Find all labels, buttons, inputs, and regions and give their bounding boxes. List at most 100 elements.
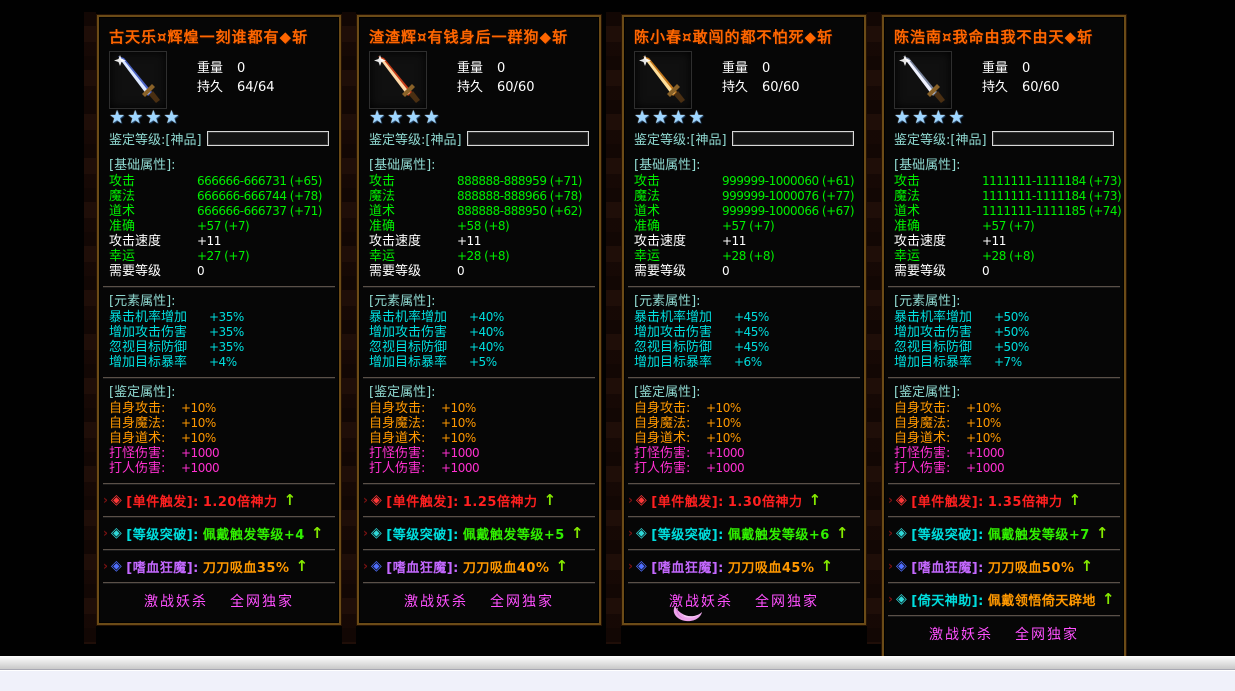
stat-value: +1000 (181, 446, 220, 460)
up-arrow-icon: ↑ (820, 557, 834, 575)
stat-row: 攻击速度 +11 (369, 234, 589, 249)
divider (628, 582, 860, 583)
stat-value: +10% (181, 401, 216, 415)
durability-label: 持久 (982, 80, 1009, 95)
identify-section-header: [鉴定属性]: (634, 385, 701, 400)
trigger-section: › ◈ [单件触发]: 1.25倍神力 ↑ › ◈ [等级突破]: 佩戴触发等级… (363, 483, 595, 583)
background-texture (867, 12, 881, 644)
trigger-value: 刀刀吸血45% (727, 560, 815, 576)
trigger-name: [嗜血狂魔]: (126, 560, 199, 576)
star-icon: ★ (912, 107, 929, 128)
grade-row: 鉴定等级:[神品] (369, 129, 589, 148)
promo-text-1: 激战妖杀 (929, 627, 993, 643)
stat-label: 自身攻击: (894, 401, 951, 416)
stat-value: +10% (441, 416, 476, 430)
stat-label: 需要等级 (894, 264, 947, 279)
stat-row: 准确 +58 (+8) (369, 219, 589, 234)
stat-label: 准确 (894, 219, 921, 234)
stat-row: 暴击机率增加 +45% (634, 310, 854, 325)
golden-blade-icon (639, 55, 685, 103)
stat-row: 攻击 1111111-1111184 (+73) (894, 174, 1122, 189)
durability-value: 60/60 (1022, 80, 1060, 95)
trigger-value: 1.20倍神力 (202, 494, 278, 510)
stat-value: +10% (441, 401, 476, 415)
base-stats-section: [基础属性]: 攻击 1111111-1111184 (+73) 魔法 1111… (894, 158, 1122, 279)
trigger-row: › ◈ [等级突破]: 佩戴触发等级+6 ↑ (628, 524, 854, 543)
stat-row: 自身魔法: +10% (634, 416, 854, 431)
item-tooltip-panel: 古天乐¤辉煌一刻谁都有◆斩 重量 0 持久 64/64 ★ ★ ★ ★ 鉴定等级:[神品] (96, 14, 342, 626)
stat-value: +7% (994, 355, 1022, 369)
up-arrow-icon: ↑ (283, 491, 297, 509)
stat-label: 攻击 (894, 174, 921, 189)
stat-label: 道术 (894, 204, 921, 219)
divider (888, 516, 1120, 517)
identify-stats-section: [鉴定属性]: 自身攻击: +10% 自身魔法: +10% 自身道术: +10%… (894, 385, 1114, 476)
stat-label: 攻击 (634, 174, 661, 189)
chevron-icon: › (103, 526, 109, 540)
chevron-icon: › (628, 526, 634, 540)
diamond-arrow-icon: ◈ (371, 558, 383, 574)
element-stats-section: [元素属性]: 暴击机率增加 +50% 增加攻击伤害 +50% 忽视目标防御 +… (894, 294, 1114, 370)
stat-row: 幸运 +28 (+8) (369, 249, 589, 264)
background-texture (342, 12, 356, 644)
stat-label: 魔法 (634, 189, 661, 204)
divider (363, 483, 595, 484)
stat-row: 忽视目标防御 +45% (634, 340, 854, 355)
stat-value: +28 (+8) (982, 249, 1035, 263)
grade-label: 鉴定等级:[神品] (634, 133, 727, 148)
star-icon: ★ (127, 107, 144, 128)
item-icon-slot[interactable] (369, 51, 427, 109)
star-rating: ★ ★ ★ ★ (894, 107, 1114, 128)
stat-label: 增加攻击伤害 (369, 325, 448, 340)
item-icon-slot[interactable] (634, 51, 692, 109)
stat-label: 自身攻击: (109, 401, 166, 416)
divider (888, 286, 1120, 287)
weight-label: 重量 (722, 61, 749, 76)
stat-label: 增加攻击伤害 (894, 325, 973, 340)
promo-text-1: 激战妖杀 (404, 594, 468, 610)
stat-value: 666666-666737 (+71) (197, 204, 322, 218)
divider (628, 286, 860, 287)
grade-progress-bar (991, 131, 1114, 146)
divider (888, 615, 1120, 616)
stat-label: 打怪伤害: (369, 446, 426, 461)
divider (103, 549, 335, 550)
stat-value: 1111111-1111184 (+73) (982, 174, 1122, 188)
durability-row: 持久 60/60 (982, 78, 1059, 97)
stat-row: 准确 +57 (+7) (894, 219, 1114, 234)
stat-row: 需要等级 0 (369, 264, 589, 279)
stat-value: +4% (209, 355, 237, 369)
stat-row: 自身道术: +10% (109, 431, 329, 446)
stat-label: 打人伤害: (369, 461, 426, 476)
stat-row: 自身道术: +10% (894, 431, 1114, 446)
stat-label: 幸运 (369, 249, 396, 264)
stat-label: 打人伤害: (109, 461, 166, 476)
trigger-name: [单件触发]: (651, 494, 724, 510)
item-icon-slot[interactable] (109, 51, 167, 109)
base-section-header: [基础属性]: (109, 158, 176, 173)
stat-row: 攻击速度 +11 (109, 234, 329, 249)
stat-row: 魔法 888888-888966 (+78) (369, 189, 589, 204)
stat-row: 攻击 999999-1000060 (+61) (634, 174, 855, 189)
stat-label: 幸运 (634, 249, 661, 264)
star-icon: ★ (423, 107, 440, 128)
diamond-arrow-icon: ◈ (636, 525, 648, 541)
stat-label: 自身道术: (369, 431, 426, 446)
item-header: 重量 0 持久 64/64 (109, 51, 329, 109)
promo-footer: 激战妖杀 全网独家 (369, 591, 589, 611)
weight-label: 重量 (982, 61, 1009, 76)
weight-label: 重量 (457, 61, 484, 76)
divider (363, 286, 595, 287)
stat-label: 忽视目标防御 (109, 340, 188, 355)
trigger-value: 佩戴触发等级+6 (727, 527, 830, 543)
trigger-row: › ◈ [嗜血狂魔]: 刀刀吸血35% ↑ (103, 557, 329, 576)
stat-label: 忽视目标防御 (634, 340, 713, 355)
stat-label: 准确 (634, 219, 661, 234)
stat-value: +50% (994, 325, 1029, 339)
stat-row: 魔法 999999-1000076 (+77) (634, 189, 855, 204)
item-icon-slot[interactable] (894, 51, 952, 109)
stat-label: 打怪伤害: (894, 446, 951, 461)
stat-value: 0 (982, 264, 990, 278)
